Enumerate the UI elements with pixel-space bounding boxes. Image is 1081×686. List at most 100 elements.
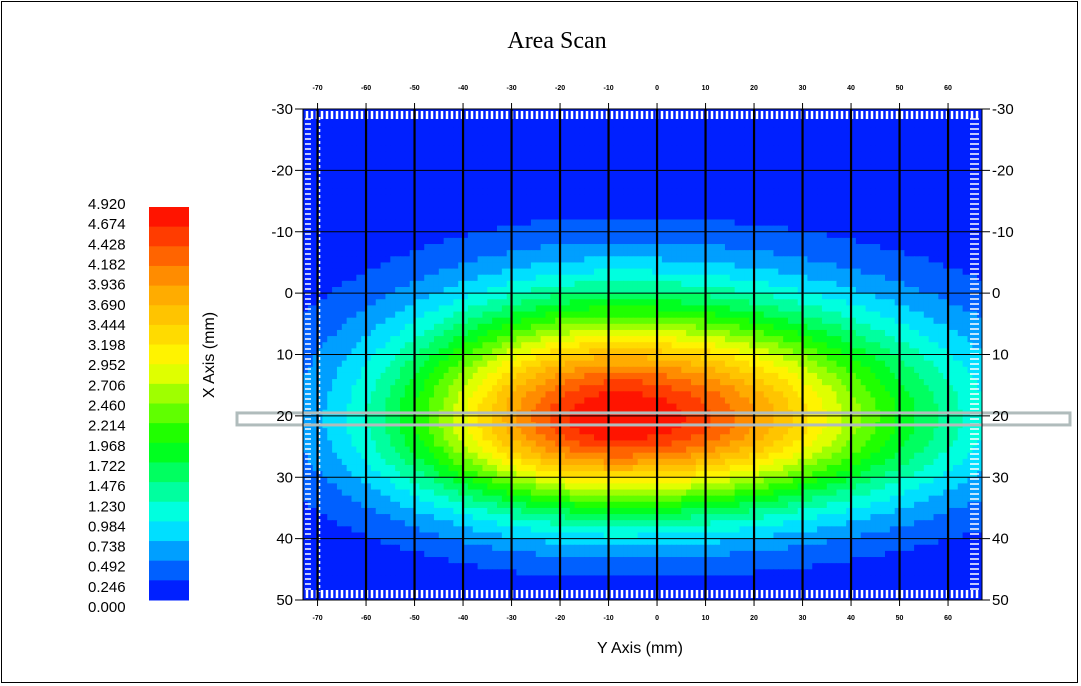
heatmap-cell bbox=[405, 134, 410, 141]
heatmap-cell bbox=[662, 158, 667, 165]
heatmap-cell bbox=[342, 207, 347, 214]
heatmap-cell bbox=[870, 244, 875, 251]
heatmap-cell bbox=[788, 299, 793, 306]
heatmap-cell bbox=[478, 183, 483, 190]
heatmap-cell bbox=[904, 318, 909, 325]
heatmap-cell bbox=[628, 293, 633, 300]
heatmap-cell bbox=[550, 152, 555, 159]
heatmap-cell bbox=[929, 312, 934, 319]
heatmap-cell bbox=[953, 299, 958, 306]
heatmap-cell bbox=[429, 158, 434, 165]
heatmap-cell bbox=[725, 238, 730, 245]
heatmap-cell bbox=[880, 134, 885, 141]
heatmap-cell bbox=[715, 281, 720, 288]
heatmap-cell bbox=[492, 213, 497, 220]
heatmap-cell bbox=[453, 305, 458, 312]
heatmap-cell bbox=[647, 183, 652, 190]
heatmap-cell bbox=[536, 134, 541, 141]
heatmap-cell bbox=[536, 201, 541, 208]
heatmap-cell bbox=[890, 201, 895, 208]
heatmap-cell bbox=[885, 195, 890, 202]
heatmap-cell bbox=[725, 318, 730, 325]
heatmap-cell bbox=[381, 121, 386, 128]
heatmap-cell bbox=[924, 312, 929, 319]
heatmap-cell bbox=[589, 318, 594, 325]
heatmap-cell bbox=[584, 250, 589, 257]
heatmap-cell bbox=[778, 232, 783, 239]
heatmap-cell bbox=[885, 305, 890, 312]
heatmap-cell bbox=[613, 189, 618, 196]
heatmap-cell bbox=[681, 201, 686, 208]
heatmap-cell bbox=[327, 201, 332, 208]
heatmap-cell bbox=[376, 324, 381, 331]
heatmap-cell bbox=[589, 244, 594, 251]
heatmap-cell bbox=[837, 140, 842, 147]
heatmap-cell bbox=[390, 207, 395, 214]
heatmap-cell bbox=[599, 183, 604, 190]
heatmap-cell bbox=[788, 318, 793, 325]
heatmap-cell bbox=[633, 299, 638, 306]
heatmap-cell bbox=[672, 244, 677, 251]
heatmap-cell bbox=[764, 305, 769, 312]
heatmap-cell bbox=[909, 250, 914, 257]
heatmap-cell bbox=[405, 256, 410, 263]
heatmap-cell bbox=[381, 170, 386, 177]
heatmap-cell bbox=[633, 312, 638, 319]
heatmap-cell bbox=[676, 183, 681, 190]
heatmap-cell bbox=[909, 121, 914, 128]
heatmap-cell bbox=[715, 275, 720, 282]
heatmap-cell bbox=[643, 299, 648, 306]
heatmap-cell bbox=[405, 262, 410, 269]
heatmap-cell bbox=[904, 293, 909, 300]
heatmap-cell bbox=[536, 305, 541, 312]
heatmap-cell bbox=[783, 152, 788, 159]
heatmap-cell bbox=[667, 262, 672, 269]
heatmap-cell bbox=[628, 312, 633, 319]
heatmap-cell bbox=[676, 177, 681, 184]
heatmap-cell bbox=[575, 262, 580, 269]
heatmap-cell bbox=[783, 121, 788, 128]
heatmap-cell bbox=[890, 262, 895, 269]
heatmap-cell bbox=[681, 312, 686, 319]
heatmap-cell bbox=[783, 262, 788, 269]
heatmap-cell bbox=[492, 134, 497, 141]
heatmap-cell bbox=[953, 201, 958, 208]
heatmap-cell bbox=[342, 275, 347, 282]
heatmap-cell bbox=[807, 213, 812, 220]
heatmap-cell bbox=[696, 269, 701, 276]
heatmap-cell bbox=[696, 207, 701, 214]
heatmap-cell bbox=[875, 238, 880, 245]
heatmap-cell bbox=[938, 146, 943, 153]
heatmap-cell bbox=[434, 183, 439, 190]
heatmap-cell bbox=[817, 232, 822, 239]
heatmap-cell bbox=[909, 244, 914, 251]
heatmap-cell bbox=[919, 275, 924, 282]
heatmap-cell bbox=[730, 250, 735, 257]
heatmap-cell bbox=[623, 134, 628, 141]
heatmap-cell bbox=[934, 269, 939, 276]
heatmap-cell bbox=[468, 299, 473, 306]
heatmap-cell bbox=[594, 170, 599, 177]
heatmap-cell bbox=[875, 262, 880, 269]
heatmap-cell bbox=[924, 170, 929, 177]
heatmap-cell bbox=[429, 238, 434, 245]
heatmap-cell bbox=[356, 213, 361, 220]
heatmap-cell bbox=[395, 201, 400, 208]
heatmap-cell bbox=[934, 262, 939, 269]
heatmap-cell bbox=[633, 256, 638, 263]
heatmap-cell bbox=[356, 189, 361, 196]
heatmap-cell bbox=[579, 324, 584, 331]
heatmap-cell bbox=[395, 134, 400, 141]
heatmap-cell bbox=[550, 201, 555, 208]
heatmap-cell bbox=[953, 121, 958, 128]
heatmap-cell bbox=[730, 189, 735, 196]
heatmap-cell bbox=[735, 256, 740, 263]
heatmap-cell bbox=[812, 219, 817, 226]
heatmap-cell bbox=[322, 127, 327, 134]
heatmap-cell bbox=[822, 146, 827, 153]
heatmap-cell bbox=[385, 269, 390, 276]
heatmap-cell bbox=[773, 262, 778, 269]
heatmap-cell bbox=[453, 140, 458, 147]
heatmap-cell bbox=[468, 134, 473, 141]
heatmap-cell bbox=[478, 152, 483, 159]
